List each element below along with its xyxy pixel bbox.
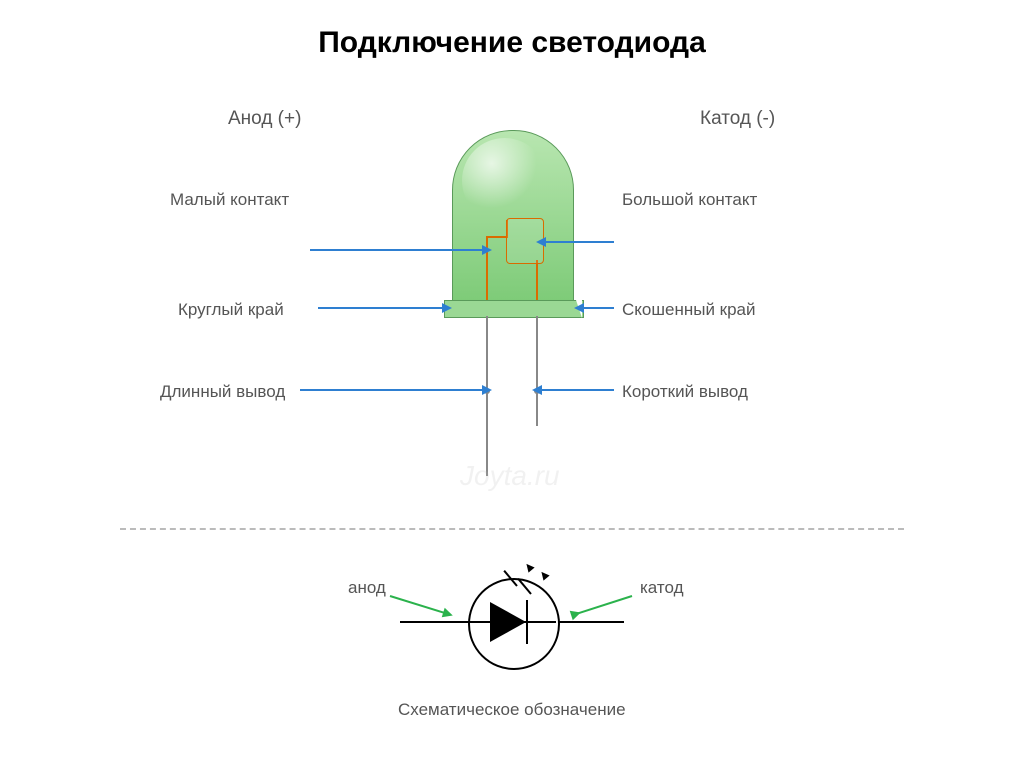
callout-arrow-head	[536, 237, 546, 247]
schematic-wire-inner	[468, 621, 556, 623]
label-small_contact: Малый контакт	[170, 190, 289, 210]
schematic-wire-left	[400, 621, 468, 623]
emit-arrow-head	[523, 561, 534, 572]
callout-arrow	[310, 249, 484, 251]
callout-arrow	[300, 389, 484, 391]
section-divider	[120, 528, 904, 530]
label-long_lead: Длинный вывод	[160, 382, 285, 402]
callout-arrow	[582, 307, 614, 309]
internal-anode-tip	[486, 236, 508, 238]
watermark: Joyta.ru	[460, 460, 560, 492]
callout-arrow-head	[442, 303, 452, 313]
schematic-arrow-head	[570, 608, 583, 621]
schematic-label-anode: анод	[348, 578, 386, 598]
label-big_contact: Большой контакт	[622, 190, 757, 210]
lead-anode	[486, 316, 488, 476]
emit-arrow-head	[538, 569, 549, 580]
internal-cathode-post	[536, 260, 538, 300]
label-round_edge: Круглый край	[178, 300, 284, 320]
callout-arrow-head	[482, 245, 492, 255]
schematic-caption: Схематическое обозначение	[398, 700, 626, 720]
callout-arrow-head	[574, 303, 584, 313]
schematic-arrow	[576, 595, 633, 615]
label-bevel_edge: Скошенный край	[622, 300, 756, 320]
schematic-arrow	[390, 595, 449, 615]
led-flange	[444, 300, 584, 318]
label-short_lead: Короткий вывод	[622, 382, 748, 402]
callout-arrow	[540, 389, 614, 391]
schematic-arrow-head	[442, 608, 455, 621]
schematic-label-cathode: катод	[640, 578, 684, 598]
callout-arrow-head	[532, 385, 542, 395]
lead-cathode	[536, 316, 538, 426]
header-cathode: Катод (-)	[700, 108, 775, 130]
page-title: Подключение светодиода	[0, 26, 1024, 60]
callout-arrow	[544, 241, 614, 243]
header-anode: Анод (+)	[228, 108, 301, 130]
schematic-wire-right	[556, 621, 624, 623]
callout-arrow-head	[482, 385, 492, 395]
led-dome	[452, 130, 574, 302]
callout-arrow	[318, 307, 444, 309]
